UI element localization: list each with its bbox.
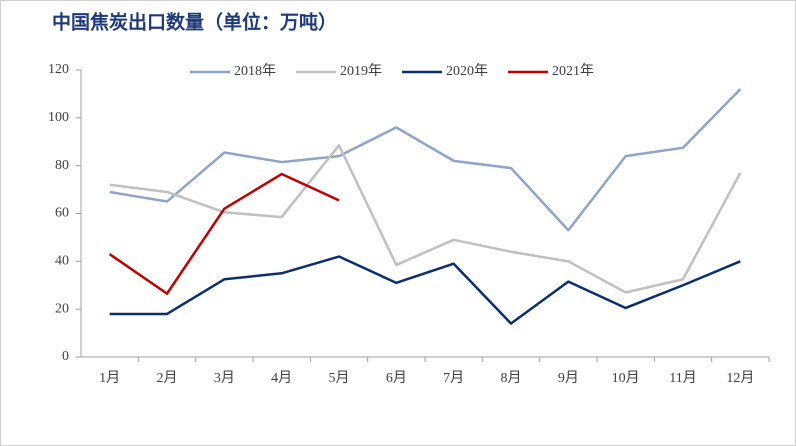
y-tick-label: 60 [55, 206, 69, 221]
legend-label: 2021年 [552, 63, 594, 79]
y-tick-label: 120 [48, 62, 69, 77]
y-tick-label: 20 [55, 301, 69, 316]
legend-label: 2019年 [340, 63, 382, 79]
y-tick-label: 100 [48, 110, 69, 125]
series-line [108, 172, 340, 295]
x-tick-label: 4月 [271, 370, 292, 386]
legend-label: 2018年 [234, 63, 276, 79]
x-tick-label: 3月 [214, 370, 235, 386]
x-tick-label: 6月 [386, 370, 407, 386]
x-tick-label: 12月 [726, 370, 754, 386]
y-tick-label: 40 [55, 254, 69, 269]
x-tick-label: 8月 [501, 370, 522, 386]
series-line [109, 255, 741, 325]
x-tick-label: 9月 [558, 370, 579, 386]
x-tick-label: 7月 [443, 370, 464, 386]
x-tick-label: 2月 [157, 370, 178, 386]
series-line [109, 88, 742, 232]
x-tick-label: 1月 [99, 370, 120, 386]
x-tick-label: 10月 [612, 370, 640, 386]
y-tick-label: 0 [62, 349, 69, 364]
x-tick-label: 5月 [329, 370, 350, 386]
x-tick-label: 11月 [669, 370, 696, 386]
y-tick-label: 80 [55, 158, 69, 173]
chart-title: 中国焦炭出口数量（单位：万吨） [52, 10, 337, 33]
series-line [109, 144, 742, 294]
legend-label: 2020年 [446, 63, 488, 79]
